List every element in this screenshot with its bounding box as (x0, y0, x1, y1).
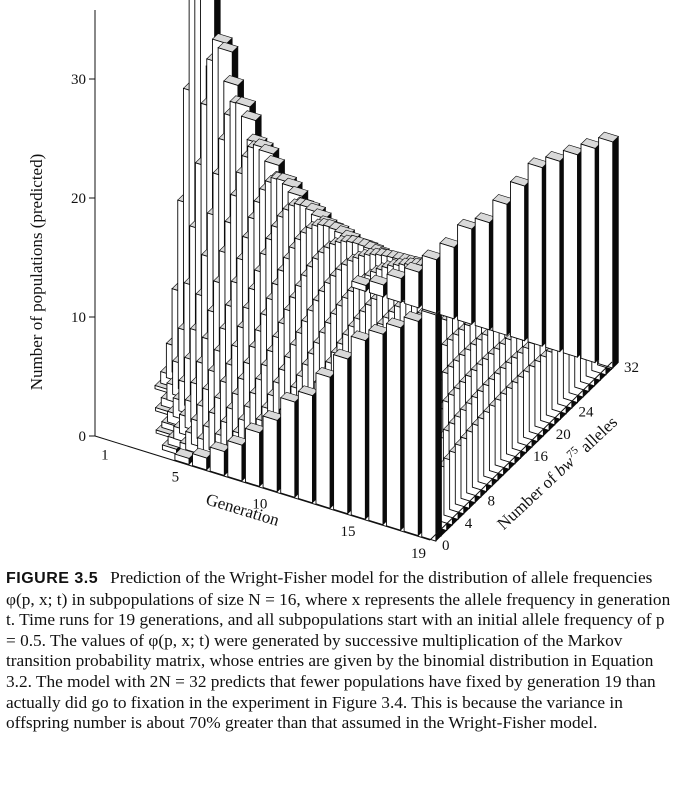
allele-axis-line (429, 361, 613, 541)
z-tick-labels: 0 10 20 30 (71, 72, 86, 445)
fixation-bar (315, 367, 337, 509)
generation-tick-label: 10 (252, 497, 267, 513)
axes (94, 10, 613, 541)
allele-tick-label: 32 (624, 360, 639, 376)
allele-tick-label: 24 (579, 405, 595, 421)
fixation-bar (209, 441, 231, 477)
allele-tick-label: 0 (442, 538, 450, 554)
fixation-bar (368, 323, 390, 526)
loss-bar (492, 194, 514, 336)
z-axis-title: Number of populations (predicted) (27, 154, 46, 391)
fixation-bar (297, 385, 319, 504)
loss-bars-allele-0 (351, 131, 619, 369)
figure-label: FIGURE 3.5 (6, 570, 99, 587)
fixation-bar (280, 391, 302, 499)
loss-bar (368, 274, 390, 298)
fixation-bars-allele-32 (174, 304, 443, 542)
fixation-bar (385, 317, 407, 531)
generation-tick-label: 19 (411, 546, 426, 560)
generation-tick-label: 15 (340, 524, 355, 540)
generation-axis-line (94, 435, 431, 541)
allele-tick-label: 16 (533, 449, 549, 465)
figure-caption: FIGURE 3.5 Prediction of the Wright-Fishe… (6, 568, 678, 734)
loss-bar (457, 218, 478, 326)
fixation-bar (174, 448, 196, 466)
loss-bar (474, 212, 496, 331)
z-tick-label: 30 (71, 72, 86, 88)
z-tick-marks (89, 78, 95, 437)
fixation-bar (227, 434, 249, 482)
fixation-bar (333, 348, 354, 515)
loss-bar (439, 237, 461, 320)
z-tick-label: 20 (71, 191, 86, 207)
fixation-bar (403, 311, 425, 537)
loss-bar (545, 150, 567, 353)
loss-bar (509, 175, 531, 342)
loss-bar (598, 131, 619, 369)
loss-bar (562, 144, 584, 358)
fixation-bar (262, 410, 284, 493)
fixation-bar (244, 422, 266, 488)
loss-bar (527, 157, 549, 347)
allele-tick-label: 20 (556, 427, 571, 443)
loss-bar (404, 261, 426, 309)
fixation-bar (421, 304, 443, 542)
generation-tick-label: 5 (172, 469, 180, 485)
generation-axis-title: Generation (204, 490, 282, 530)
loss-bar (421, 249, 443, 315)
allele-tick-labels: 048 16 20 24 32 (442, 360, 639, 554)
loss-bar (386, 268, 408, 304)
loss-bar (351, 275, 373, 293)
z-tick-label: 10 (71, 310, 86, 326)
loss-bar (580, 138, 602, 364)
fixation-bar (191, 447, 213, 471)
caption-text: Prediction of the Wright-Fisher model fo… (6, 568, 671, 733)
allele-tick-label: 4 (465, 516, 473, 532)
fixation-bar (350, 330, 372, 520)
allele-tick-label: 8 (488, 494, 496, 510)
generation-tick-label: 1 (101, 447, 109, 463)
z-tick-label: 0 (79, 429, 87, 445)
